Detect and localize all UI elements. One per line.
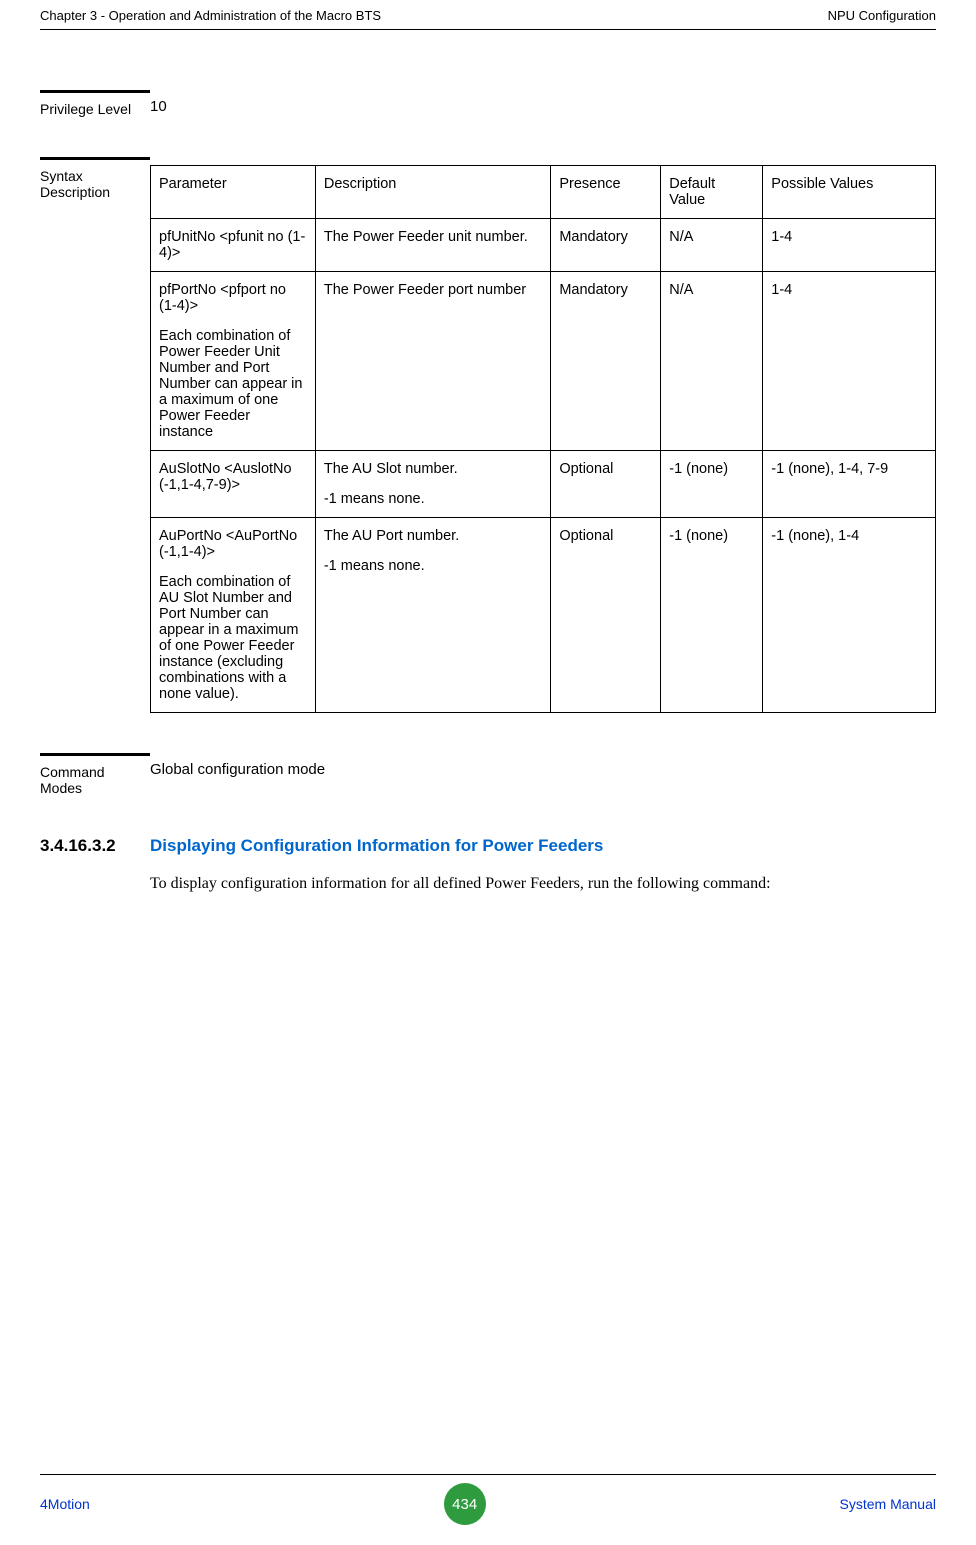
table-row: AuSlotNo <AuslotNo (-1,1-4,7-9)> The AU … bbox=[151, 451, 936, 518]
subsection-number: 3.4.16.3.2 bbox=[40, 836, 150, 897]
cell-default: N/A bbox=[661, 219, 763, 272]
cell-possible: -1 (none), 1-4 bbox=[763, 518, 936, 713]
table-row: pfPortNo <pfport no (1-4)> Each combinat… bbox=[151, 272, 936, 451]
cell-default: -1 (none) bbox=[661, 518, 763, 713]
privilege-value: 10 bbox=[150, 90, 936, 117]
table-row: AuPortNo <AuPortNo (-1,1-4)> Each combin… bbox=[151, 518, 936, 713]
col-parameter: Parameter bbox=[151, 166, 316, 219]
cell-possible: -1 (none), 1-4, 7-9 bbox=[763, 451, 936, 518]
param-line2: Each combination of AU Slot Number and P… bbox=[159, 574, 307, 702]
cell-presence: Mandatory bbox=[551, 219, 661, 272]
cell-parameter: pfUnitNo <pfunit no (1-4)> bbox=[151, 219, 316, 272]
cell-description: The AU Port number. -1 means none. bbox=[315, 518, 551, 713]
cell-default: -1 (none) bbox=[661, 451, 763, 518]
col-presence: Presence bbox=[551, 166, 661, 219]
header-left: Chapter 3 - Operation and Administration… bbox=[40, 8, 381, 23]
cell-parameter: pfPortNo <pfport no (1-4)> Each combinat… bbox=[151, 272, 316, 451]
footer-page-number: 434 bbox=[444, 1483, 486, 1525]
privilege-label: Privilege Level bbox=[40, 90, 150, 117]
table-header-row: Parameter Description Presence Default V… bbox=[151, 166, 936, 219]
footer-left: 4Motion bbox=[40, 1496, 90, 1512]
cell-description: The Power Feeder port number bbox=[315, 272, 551, 451]
cell-parameter: AuPortNo <AuPortNo (-1,1-4)> Each combin… bbox=[151, 518, 316, 713]
header-right: NPU Configuration bbox=[828, 8, 936, 23]
cell-presence: Mandatory bbox=[551, 272, 661, 451]
page-header: Chapter 3 - Operation and Administration… bbox=[40, 0, 936, 30]
command-modes-section: Command Modes Global configuration mode bbox=[40, 753, 936, 796]
desc-line2: -1 means none. bbox=[324, 558, 543, 574]
table-row: pfUnitNo <pfunit no (1-4)> The Power Fee… bbox=[151, 219, 936, 272]
param-line2: Each combination of Power Feeder Unit Nu… bbox=[159, 328, 307, 440]
subsection-title: Displaying Configuration Information for… bbox=[150, 836, 936, 856]
param-line1: AuPortNo <AuPortNo (-1,1-4)> bbox=[159, 528, 307, 560]
col-possible: Possible Values bbox=[763, 166, 936, 219]
cell-description: The AU Slot number. -1 means none. bbox=[315, 451, 551, 518]
command-modes-value: Global configuration mode bbox=[150, 753, 936, 796]
col-default: Default Value bbox=[661, 166, 763, 219]
desc-line1: The AU Slot number. bbox=[324, 461, 543, 477]
footer-right: System Manual bbox=[840, 1496, 936, 1512]
syntax-label: Syntax Description bbox=[40, 157, 150, 713]
cell-presence: Optional bbox=[551, 451, 661, 518]
cell-parameter: AuSlotNo <AuslotNo (-1,1-4,7-9)> bbox=[151, 451, 316, 518]
col-description: Description bbox=[315, 166, 551, 219]
cell-possible: 1-4 bbox=[763, 219, 936, 272]
cell-default: N/A bbox=[661, 272, 763, 451]
desc-line1: The AU Port number. bbox=[324, 528, 543, 544]
subsection: 3.4.16.3.2 Displaying Configuration Info… bbox=[40, 836, 936, 897]
subsection-text: To display configuration information for… bbox=[150, 870, 936, 897]
cell-presence: Optional bbox=[551, 518, 661, 713]
cell-description: The Power Feeder unit number. bbox=[315, 219, 551, 272]
syntax-section: Syntax Description Parameter Description… bbox=[40, 157, 936, 713]
privilege-section: Privilege Level 10 bbox=[40, 90, 936, 117]
param-line1: pfPortNo <pfport no (1-4)> bbox=[159, 282, 307, 314]
command-modes-label: Command Modes bbox=[40, 753, 150, 796]
syntax-table: Parameter Description Presence Default V… bbox=[150, 165, 936, 713]
cell-possible: 1-4 bbox=[763, 272, 936, 451]
page-footer: 4Motion 434 System Manual bbox=[40, 1474, 936, 1525]
desc-line2: -1 means none. bbox=[324, 491, 543, 507]
